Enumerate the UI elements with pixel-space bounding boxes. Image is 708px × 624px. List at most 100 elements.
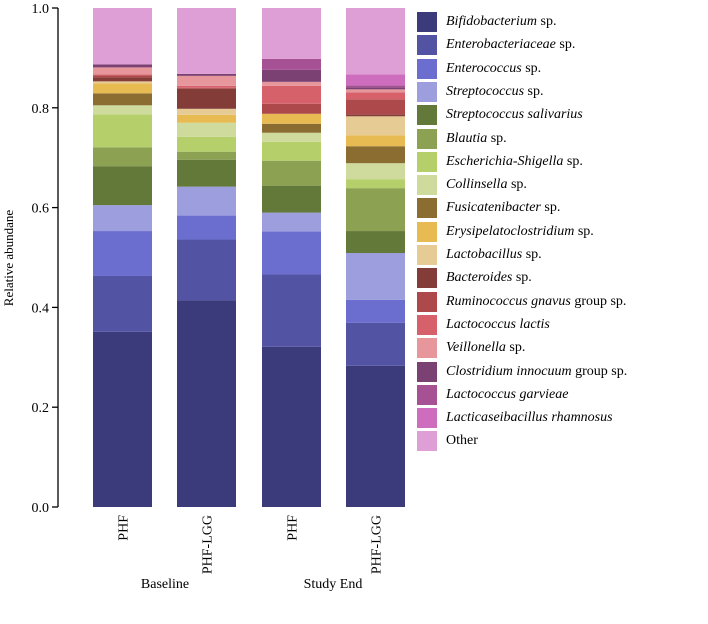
legend-item: Streptococcus salivarius [417,104,583,126]
legend-swatch [417,175,437,196]
bar-segment [177,186,236,216]
legend-label: sp. [512,270,532,286]
bar-segment [346,146,405,164]
legend-label-italic: Erysipelatoclostridium [446,223,575,239]
legend-label-italic: Lacticaseibacillus rhamnosus [446,410,613,426]
y-tick-label: 0.4 [32,301,50,316]
bar-segment [93,166,152,206]
legend-swatch [417,431,437,452]
bar-segment [346,365,405,507]
legend-swatch [417,384,437,405]
legend-swatch [417,408,437,429]
legend-swatch [417,151,437,172]
bar-segment [93,67,152,75]
y-tick-label: 0.8 [32,102,50,117]
legend-label: sp. [507,177,527,193]
bar-segment [346,231,405,254]
bar-segment [93,205,152,232]
legend-label-italic: Streptococcus salivarius [446,107,583,123]
bar-segment [177,87,236,89]
legend-label: sp. [522,247,542,262]
legend-label-italic: Clostridium innocuum [446,363,572,379]
legend-swatch [417,81,437,102]
legend-label: sp. [563,153,583,169]
bar-segment [93,147,152,167]
legend-label: sp. [487,130,507,146]
legend-label: sp. [574,223,594,239]
legend-label-italic: Blautia [446,130,488,146]
legend-label: group sp. [570,293,627,309]
bar-segment [346,92,405,100]
legend-swatch [417,291,437,312]
legend-item: Lactococcus lactis [417,314,550,336]
legend-label-italic: Bacteroides [446,270,513,286]
bar-segment [262,113,321,124]
bar-segment [346,179,405,189]
bar-segment [346,188,405,232]
bar-segment [177,75,236,86]
bar-segment [93,81,152,84]
bar-segment [177,300,236,507]
bar-segment [177,151,236,160]
legend-label-italic: Escherichia-Shigella [446,153,564,169]
x-tick-label: PHF-LGG [370,515,385,574]
bar-segment [177,88,236,109]
y-axis-label: Relative abundane [1,210,16,307]
bar-segment [346,135,405,147]
bar-segment [262,69,321,82]
bar-segment [262,103,321,114]
bar-segment [346,8,405,75]
bar-segment [346,74,405,86]
x-tick-label: PHF [286,515,301,541]
bar-segment [93,75,152,78]
legend-swatch [417,105,437,126]
legend-label: sp. [537,14,557,29]
bar-segment [177,108,236,115]
bar-segment [262,8,321,59]
bar-segment [93,8,152,65]
legend-item: Blautia sp. [417,128,507,150]
bar-segment [346,322,405,366]
bar-segment [262,141,321,161]
bar-segment [93,64,152,68]
legend-label-italic: Ruminococcus gnavus [446,293,571,309]
legend-item: Veillonella sp. [417,337,525,359]
legend-item: Other [417,430,478,452]
legend-label-italic: Veillonella [446,340,506,356]
legend-label-italic: Lactobacillus [446,247,523,262]
legend-swatch [417,361,437,382]
legend-item: Enterobacteriaceae sp. [417,34,575,56]
bar-segment [262,160,321,186]
bar-segment [346,89,405,93]
bar-segment [262,185,321,213]
bar-segment [262,123,321,133]
legend-label-italic: Bifidobacterium [446,14,537,29]
bar-segment [262,274,321,347]
bar-segment [177,159,236,187]
legend-label: sp. [521,60,542,76]
bar-segment [346,116,405,136]
legend-item: Lacticaseibacillus rhamnosus [417,407,613,429]
bar-segment [262,212,321,232]
bar-segment [346,85,405,88]
bar-segment [177,73,236,76]
bar-segment [262,58,321,70]
legend-item: Fusicatenibacter sp. [417,197,560,219]
bar-segment [93,105,152,115]
legend-label: sp. [555,37,576,53]
bar-segment [262,231,321,275]
legend-item: Ruminococcus gnavus group sp. [417,291,626,313]
bar-segment [346,299,405,323]
group-label: Study End [303,577,363,592]
legend-swatch [417,245,437,265]
legend-label-italic: Fusicatenibacter [446,200,541,216]
bar-segment [177,122,236,137]
bar-segment [93,275,152,332]
bar-segment [177,85,236,88]
legend-label-italic: Enterococcus [446,60,522,76]
legend-swatch [417,198,437,219]
legend-item: Bacteroides sp. [417,267,532,289]
y-tick-label: 0.6 [32,202,50,217]
x-tick-label: PHF-LGG [201,515,216,574]
